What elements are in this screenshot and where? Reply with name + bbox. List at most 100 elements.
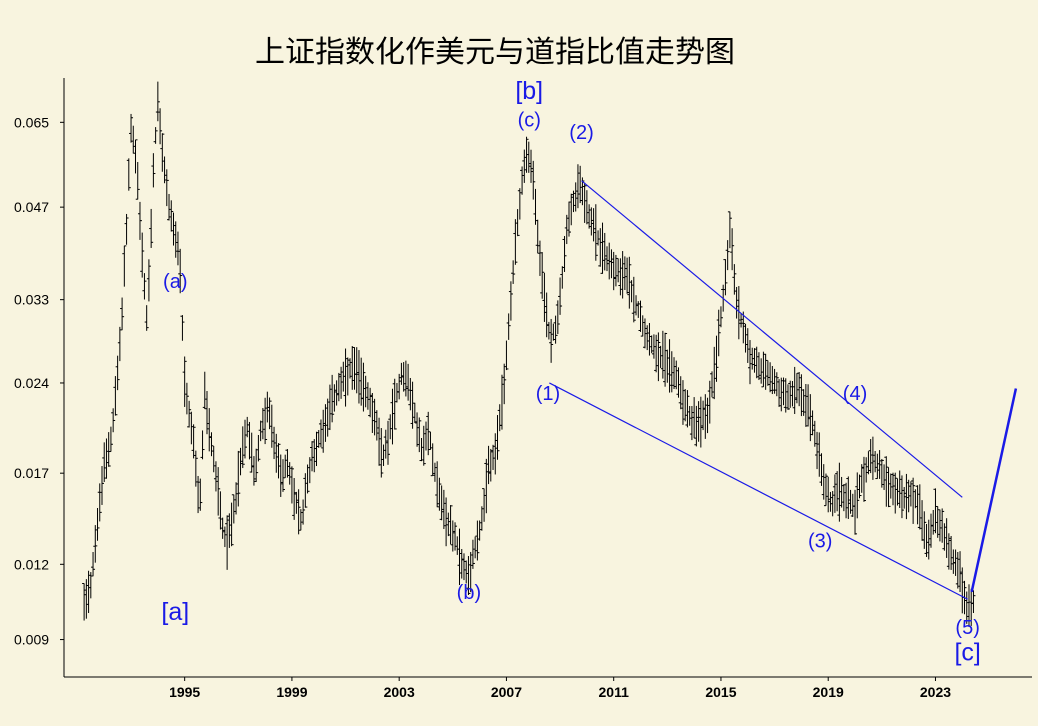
price-bar — [698, 396, 703, 448]
price-bar — [312, 439, 317, 473]
price-bar — [508, 281, 513, 321]
price-bar — [258, 420, 263, 442]
price-bar — [108, 426, 113, 453]
price-bar — [102, 442, 107, 482]
price-bar — [403, 360, 408, 397]
price-bar — [756, 352, 761, 381]
price-bar — [146, 259, 151, 302]
price-bar — [958, 551, 963, 593]
price-bar — [535, 219, 540, 254]
price-bar — [314, 431, 319, 467]
price-bar — [551, 323, 556, 341]
price-bar — [634, 295, 639, 316]
price-bar — [131, 125, 136, 154]
price-bar — [627, 256, 632, 309]
price-bar — [104, 438, 109, 479]
price-bar — [321, 409, 326, 453]
price-bar — [372, 398, 377, 436]
price-bar — [379, 428, 384, 478]
price-bar — [584, 190, 589, 225]
price-bar — [392, 378, 397, 430]
price-bar — [461, 553, 466, 581]
price-bar — [613, 254, 618, 287]
price-bar — [234, 482, 239, 515]
price-bar — [191, 424, 196, 459]
price-bar — [441, 489, 446, 530]
price-bar — [491, 444, 496, 470]
price-bar — [278, 454, 283, 497]
price-bar — [891, 472, 896, 506]
price-bar — [220, 517, 225, 539]
price-bar — [227, 513, 232, 548]
price-bar — [853, 489, 858, 535]
price-bar — [964, 591, 969, 624]
x-tick-label: 2023 — [920, 684, 951, 700]
price-bar — [665, 349, 670, 383]
price-bar — [611, 251, 616, 291]
wave-label: (1) — [536, 383, 560, 405]
price-bar — [587, 204, 592, 229]
price-bar — [488, 448, 493, 482]
price-bar — [423, 421, 428, 451]
price-bar — [263, 397, 268, 445]
channel-line — [581, 180, 963, 498]
price-bar — [674, 360, 679, 390]
price-bar — [935, 505, 940, 538]
price-bar — [542, 272, 547, 322]
price-bar — [350, 346, 355, 390]
price-bar — [734, 286, 739, 319]
price-bar — [529, 149, 534, 183]
wave-label: (5) — [955, 617, 979, 639]
price-bar — [99, 466, 104, 505]
price-bar — [716, 309, 721, 357]
price-bar — [408, 377, 413, 411]
price-bar — [144, 305, 149, 331]
price-bar — [660, 330, 665, 379]
price-bar — [401, 362, 406, 392]
wave-label: (2) — [569, 122, 593, 144]
price-bar — [196, 475, 201, 514]
price-bar — [428, 431, 433, 451]
price-bar — [388, 414, 393, 440]
price-bar — [727, 211, 732, 249]
price-bar — [955, 552, 960, 589]
price-bar — [412, 402, 417, 424]
wave-label: (4) — [843, 383, 867, 405]
price-bar — [598, 228, 603, 267]
price-bar — [437, 477, 442, 511]
price-bar — [810, 410, 815, 436]
price-bar — [911, 477, 916, 524]
price-bar — [897, 470, 902, 508]
price-bar — [792, 366, 797, 414]
price-bar — [327, 384, 332, 431]
price-bar — [759, 358, 764, 384]
price-bar — [251, 456, 256, 486]
price-bar — [573, 182, 578, 212]
wave-label: [a] — [161, 598, 189, 626]
wave-label: (3) — [808, 530, 832, 552]
price-bar — [712, 346, 717, 400]
price-bar — [533, 188, 538, 225]
price-bar — [582, 182, 587, 223]
price-bar — [410, 381, 415, 429]
price-bar — [260, 407, 265, 440]
price-bar — [374, 410, 379, 441]
y-tick-label: 0.024 — [14, 375, 49, 391]
x-tick-label: 2011 — [599, 684, 630, 700]
y-tick-label: 0.009 — [14, 632, 49, 648]
price-bar — [942, 523, 947, 551]
price-bar — [654, 334, 659, 373]
channel-line — [549, 382, 968, 600]
price-bar — [142, 273, 147, 300]
price-bar — [558, 277, 563, 315]
price-bar — [497, 404, 502, 432]
price-bar — [917, 484, 922, 530]
price-bar — [339, 366, 344, 399]
price-bar — [656, 332, 661, 382]
price-bar — [276, 443, 281, 479]
price-bar — [129, 113, 134, 143]
price-bar — [120, 297, 125, 331]
wave-label: [b] — [515, 77, 543, 105]
price-bar — [596, 230, 601, 246]
